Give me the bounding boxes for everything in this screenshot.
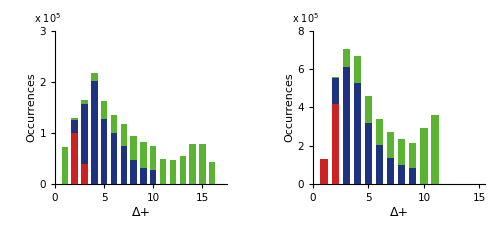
Bar [387,158,394,184]
Bar [365,123,372,184]
Bar [82,164,87,184]
Bar [62,147,68,184]
Bar [387,132,394,184]
Bar [120,146,127,184]
Bar [209,162,216,184]
Bar [180,156,186,184]
Bar [199,144,205,184]
Bar [398,165,406,184]
Bar [432,115,438,184]
Bar [420,128,428,184]
Bar [72,133,78,184]
Bar [111,133,117,184]
Bar [82,104,87,184]
X-axis label: Δ+: Δ+ [132,206,150,219]
Bar [190,144,196,184]
Y-axis label: Occurrences: Occurrences [284,72,294,142]
Bar [376,145,383,184]
Bar [150,170,156,184]
Bar [111,115,117,184]
Bar [398,139,406,184]
Bar [342,67,350,184]
Bar [160,159,166,184]
Bar [320,159,328,184]
Y-axis label: Occurrences: Occurrences [26,72,36,142]
Bar [170,160,176,184]
Bar [320,169,328,184]
Bar [354,56,361,184]
Bar [410,143,416,184]
Bar [354,83,361,184]
Bar [332,77,339,184]
Bar [72,120,78,184]
Bar [120,124,127,184]
Bar [140,168,146,184]
Bar [140,142,146,184]
Bar [101,119,107,184]
Bar [376,119,383,184]
Bar [72,118,78,184]
Text: x 10$^5$: x 10$^5$ [292,11,320,25]
Bar [410,168,416,184]
Bar [332,78,339,184]
Bar [150,146,156,184]
Bar [365,96,372,184]
Bar [130,135,137,184]
Bar [320,159,328,184]
X-axis label: Δ+: Δ+ [390,206,408,219]
Bar [82,100,87,184]
Bar [91,81,98,184]
Bar [342,49,350,184]
Bar [332,104,339,184]
Text: x 10$^5$: x 10$^5$ [34,11,62,25]
Bar [101,101,107,184]
Bar [130,160,137,184]
Bar [91,73,98,184]
